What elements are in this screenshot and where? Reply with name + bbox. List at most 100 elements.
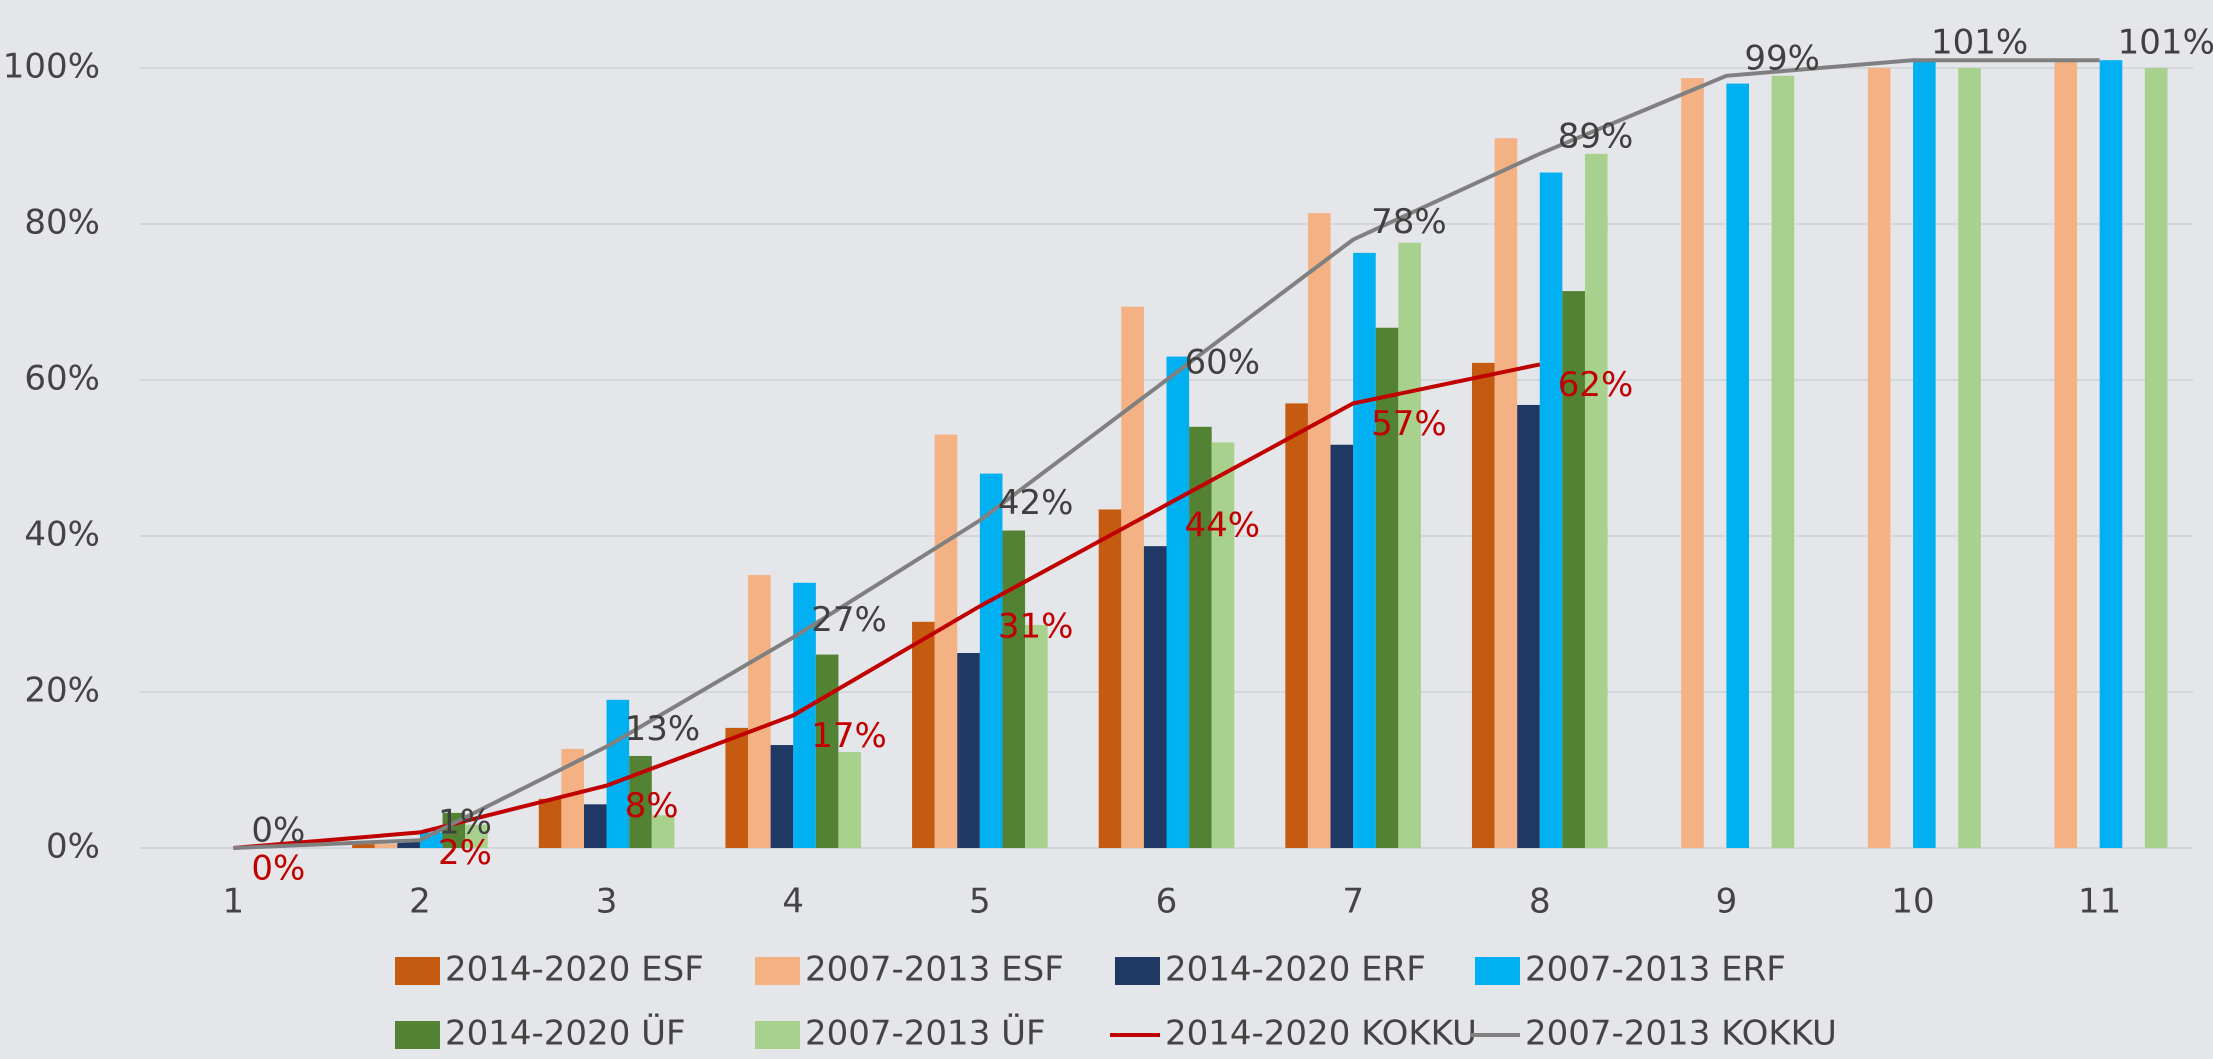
bar	[793, 582, 816, 848]
x-tick-label: 5	[969, 882, 991, 922]
legend-label: 2007-2013 ÜF	[805, 1013, 1046, 1054]
data-label: 60%	[1185, 343, 1261, 383]
bar	[1867, 68, 1891, 848]
y-tick-label: 40%	[24, 515, 100, 555]
legend-label: 2014-2020 KOKKU	[1165, 1014, 1477, 1054]
x-tick-label: 2	[409, 882, 431, 922]
legend-swatch	[1475, 957, 1520, 985]
legend-swatch	[395, 1021, 440, 1049]
legend-label: 2014-2020 ESF	[445, 950, 704, 990]
x-tick-label: 11	[2078, 882, 2121, 922]
bar	[538, 798, 562, 848]
bar	[1471, 362, 1495, 848]
x-tick-label: 6	[1156, 882, 1178, 922]
bar	[1771, 75, 1795, 849]
data-label: 57%	[1371, 404, 1447, 444]
data-label: 101%	[2118, 23, 2213, 63]
bar	[397, 840, 420, 848]
data-label: 8%	[625, 786, 679, 826]
legend-label: 2007-2013 ESF	[805, 950, 1064, 990]
legend-label: 2007-2013 KOKKU	[1525, 1014, 1837, 1054]
bar	[1002, 530, 1026, 848]
bar	[1398, 242, 1421, 849]
x-tick-label: 3	[596, 882, 618, 922]
data-label: 0%	[251, 811, 305, 851]
data-label: 44%	[1185, 505, 1261, 545]
x-tick-label: 9	[1716, 882, 1738, 922]
bar	[583, 804, 607, 848]
y-tick-label: 80%	[24, 203, 100, 243]
bar	[1025, 624, 1048, 848]
data-label: 17%	[811, 716, 887, 756]
bar	[979, 473, 1003, 848]
bar	[1517, 404, 1540, 848]
line	[233, 58, 2100, 850]
bar	[374, 844, 398, 848]
bar	[957, 653, 980, 848]
data-label: 42%	[998, 483, 1074, 523]
bar	[1913, 60, 1936, 848]
bar	[1143, 546, 1167, 848]
bar	[748, 575, 771, 848]
bar	[1681, 78, 1704, 848]
x-tick-label: 8	[1529, 882, 1551, 922]
legend-label: 2007-2013 ERF	[1525, 950, 1786, 990]
data-label: 31%	[998, 607, 1074, 647]
bar	[1121, 306, 1144, 848]
data-label: 101%	[1931, 23, 2028, 63]
y-tick-label: 20%	[24, 671, 100, 711]
bar	[1166, 356, 1190, 848]
legend-swatch	[755, 1021, 800, 1049]
data-label: 2%	[438, 833, 492, 873]
legend-swatch	[1115, 957, 1160, 985]
data-label: 0%	[251, 849, 305, 889]
data-label: 99%	[1744, 38, 1820, 78]
legend-label: 2014-2020 ERF	[1165, 950, 1426, 990]
data-label: 78%	[1371, 202, 1447, 242]
data-label: 1%	[438, 803, 492, 843]
bar	[1330, 444, 1354, 848]
data-label: 62%	[1558, 365, 1634, 405]
bar	[1307, 213, 1331, 848]
bar	[1494, 138, 1518, 848]
legend-label: 2014-2020 ÜF	[445, 1013, 686, 1054]
bar	[2054, 60, 2078, 848]
x-tick-label: 1	[222, 882, 244, 922]
legend-swatch	[755, 957, 800, 985]
bar	[1562, 291, 1585, 849]
bar	[651, 815, 675, 848]
bar	[838, 752, 862, 848]
bar	[629, 755, 652, 848]
bar	[465, 824, 488, 848]
x-tick-label: 4	[782, 882, 804, 922]
bar	[1189, 426, 1212, 848]
bar	[2144, 68, 2168, 848]
y-tick-label: 100%	[3, 47, 100, 87]
legend-swatch	[395, 957, 440, 985]
x-tick-label: 7	[1342, 882, 1364, 922]
bar	[1098, 509, 1122, 848]
bar	[561, 748, 584, 848]
bar	[1211, 442, 1235, 848]
bar	[1285, 403, 1308, 848]
bar	[1353, 252, 1376, 849]
bar	[1375, 327, 1399, 848]
data-label: 13%	[625, 709, 701, 749]
bar	[912, 621, 935, 848]
bar	[1958, 68, 1981, 848]
bar	[815, 654, 839, 848]
y-tick-label: 0%	[46, 827, 100, 867]
x-tick-label: 10	[1891, 882, 1934, 922]
bar	[934, 434, 958, 848]
y-tick-label: 60%	[24, 359, 100, 399]
bar	[725, 727, 749, 848]
bar	[1539, 172, 1563, 848]
bar	[2099, 60, 2123, 848]
bar	[770, 745, 794, 848]
bar	[1726, 83, 1750, 849]
data-label: 89%	[1558, 116, 1634, 156]
data-label: 27%	[811, 600, 887, 640]
bar	[1584, 153, 1608, 849]
bar	[352, 844, 375, 848]
